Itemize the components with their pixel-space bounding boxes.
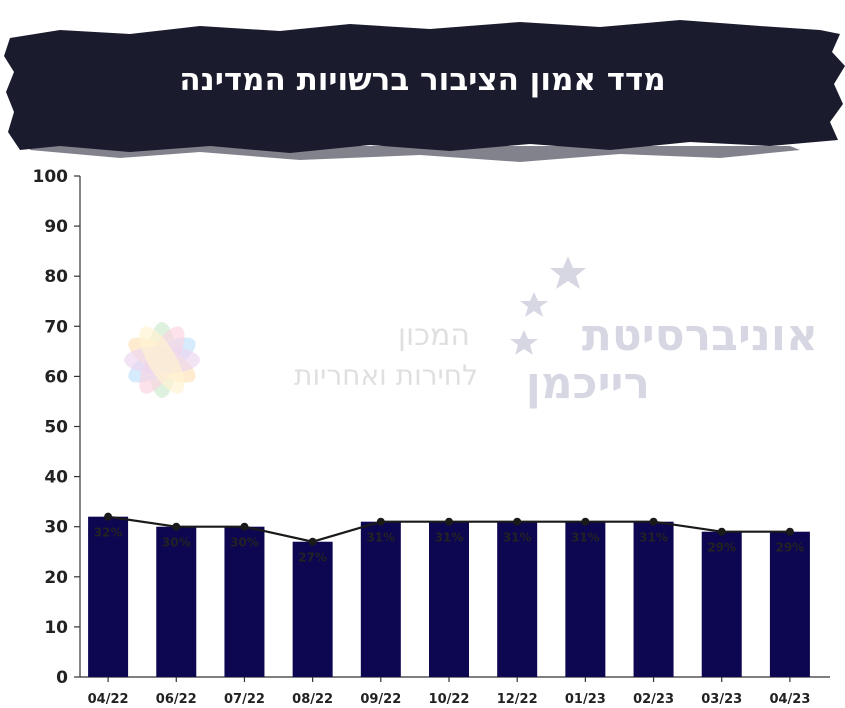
y-tick-label: 50 (44, 418, 68, 438)
x-tick-label: 12/22 (497, 692, 538, 707)
bar-value-label: 31% (366, 531, 395, 545)
trend-point (786, 528, 794, 536)
y-tick-label: 60 (44, 367, 68, 387)
watermark-university-line1: אוניברסיטת (582, 310, 818, 361)
bar-09/22 (361, 522, 401, 677)
y-tick-label: 80 (44, 267, 68, 287)
x-tick-label: 09/22 (360, 692, 401, 707)
bar-value-label: 31% (571, 531, 600, 545)
bar-value-label: 29% (776, 541, 805, 555)
bar-02/23 (634, 522, 674, 677)
bar-value-label: 27% (298, 551, 327, 565)
bar-value-label: 30% (162, 536, 191, 550)
x-tick-label: 10/22 (429, 692, 470, 707)
bar-value-label: 29% (707, 541, 736, 555)
trend-point (581, 518, 589, 526)
watermark-institute-line2: לחירות ואחריות (294, 359, 478, 392)
bar-01/23 (565, 522, 605, 677)
bar-10/22 (429, 522, 469, 677)
trend-point (650, 518, 658, 526)
bar-12/22 (497, 522, 537, 677)
y-tick-label: 100 (33, 167, 69, 187)
y-tick-label: 20 (44, 568, 68, 588)
x-tick-label: 03/23 (701, 692, 742, 707)
watermark: המכון לחירות ואחריות אוניברסיטת רייכמן (122, 256, 818, 409)
x-tick-label: 08/22 (292, 692, 333, 707)
trend-point (104, 513, 112, 521)
bar-value-label: 30% (230, 536, 259, 550)
y-tick-label: 40 (44, 468, 68, 488)
bar-value-label: 32% (94, 526, 123, 540)
watermark-university-line2: רייכמן (526, 358, 650, 409)
y-tick-label: 70 (44, 317, 68, 337)
bar-value-label: 31% (639, 531, 668, 545)
x-tick-label: 02/23 (633, 692, 674, 707)
bar-value-label: 31% (503, 531, 532, 545)
trend-point (513, 518, 521, 526)
x-tick-label: 06/22 (156, 692, 197, 707)
trend-point (309, 538, 317, 546)
bar-04/22 (88, 517, 128, 677)
trend-point (377, 518, 385, 526)
x-tick-label: 04/22 (88, 692, 129, 707)
y-tick-label: 30 (44, 518, 68, 538)
trend-point (240, 523, 248, 531)
trend-point (718, 528, 726, 536)
y-tick-label: 90 (44, 217, 68, 237)
flower-logo-icon (122, 320, 202, 400)
x-tick-label: 01/23 (565, 692, 606, 707)
x-tick-label: 07/22 (224, 692, 265, 707)
y-tick-label: 10 (44, 618, 68, 638)
x-tick-label: 04/23 (769, 692, 810, 707)
bar-value-label: 31% (435, 531, 464, 545)
trend-point (172, 523, 180, 531)
y-tick-label: 0 (56, 668, 68, 688)
watermark-institute-line1: המכון (398, 318, 470, 353)
stars-icon (510, 256, 586, 355)
trend-point (445, 518, 453, 526)
